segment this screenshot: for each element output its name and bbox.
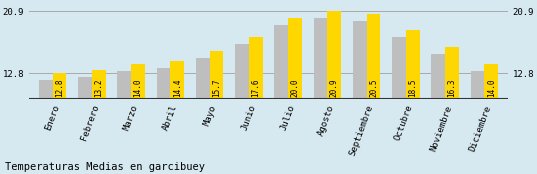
Text: 17.6: 17.6	[251, 79, 260, 97]
Bar	[288, 18, 302, 99]
Bar	[406, 30, 419, 99]
Bar	[118, 71, 131, 99]
Text: 14.0: 14.0	[134, 79, 142, 97]
Bar	[92, 70, 106, 99]
Bar	[353, 21, 367, 99]
Bar	[39, 80, 53, 99]
Bar	[53, 73, 67, 99]
Bar	[392, 37, 406, 99]
Text: 14.4: 14.4	[173, 79, 182, 97]
Bar	[314, 18, 328, 99]
Bar	[445, 47, 459, 99]
Bar	[274, 25, 288, 99]
Text: Temperaturas Medias en garcibuey: Temperaturas Medias en garcibuey	[5, 162, 205, 172]
Bar	[249, 37, 263, 99]
Bar	[78, 77, 92, 99]
Text: 20.9: 20.9	[330, 79, 339, 97]
Bar	[431, 54, 445, 99]
Text: 18.5: 18.5	[408, 79, 417, 97]
Bar	[131, 64, 145, 99]
Bar	[484, 64, 498, 99]
Bar	[235, 44, 249, 99]
Text: 20.0: 20.0	[291, 79, 300, 97]
Bar	[328, 11, 341, 99]
Bar	[157, 68, 170, 99]
Bar	[367, 14, 380, 99]
Bar	[470, 71, 484, 99]
Text: 12.8: 12.8	[55, 79, 64, 97]
Bar	[170, 61, 184, 99]
Text: 15.7: 15.7	[212, 79, 221, 97]
Text: 20.5: 20.5	[369, 79, 378, 97]
Bar	[209, 51, 223, 99]
Bar	[196, 58, 209, 99]
Text: 16.3: 16.3	[447, 79, 456, 97]
Text: 13.2: 13.2	[95, 79, 103, 97]
Text: 14.0: 14.0	[487, 79, 496, 97]
